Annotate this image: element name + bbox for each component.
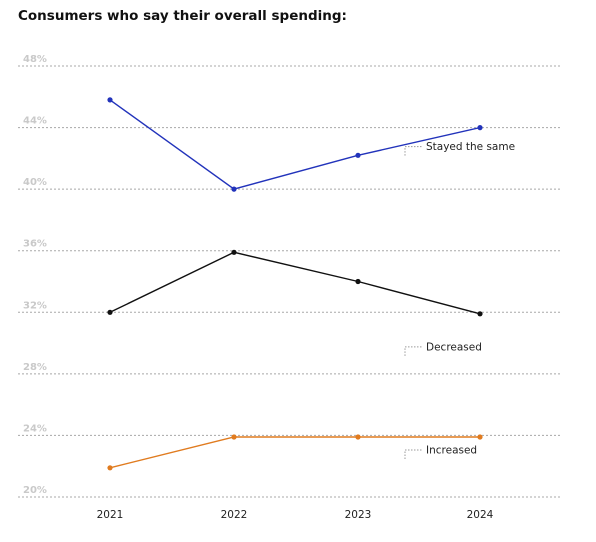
x-tick-label: 2022 [221, 509, 248, 521]
series-line [109, 436, 480, 469]
data-point [477, 434, 483, 440]
data-point [107, 309, 113, 315]
data-point [107, 465, 113, 471]
label-leader-line [404, 449, 422, 459]
data-point [477, 125, 483, 131]
series-label: Increased [426, 444, 477, 456]
y-tick-label: 48% [23, 54, 47, 65]
y-tick-label: 20% [23, 485, 47, 496]
series-label: Decreased [426, 341, 482, 353]
data-point [231, 186, 237, 192]
y-tick-label: 24% [23, 423, 47, 434]
x-axis-ticks: 2021 2022 2023 2024 [97, 509, 494, 521]
gridlines [18, 65, 560, 498]
y-tick-label: 36% [23, 239, 47, 250]
data-point [107, 97, 113, 103]
data-point [355, 152, 361, 158]
y-tick-label: 28% [23, 362, 47, 373]
series-increased [107, 434, 483, 471]
y-tick-label: 40% [23, 177, 47, 188]
data-point [355, 434, 361, 440]
y-tick-label: 32% [23, 300, 47, 311]
series-decreased [107, 249, 483, 317]
series-label-group: Increased [404, 444, 477, 459]
data-point [477, 311, 483, 317]
series-line [109, 251, 481, 315]
label-leader-line [404, 346, 422, 356]
series-stayed-the-same [107, 97, 483, 192]
series-label: Stayed the same [426, 141, 515, 153]
y-tick-label: 44% [23, 116, 47, 127]
data-point [231, 434, 237, 440]
data-point [355, 278, 361, 285]
x-tick-label: 2021 [97, 509, 124, 521]
series-labels: Stayed the same Decreased Increased [404, 141, 515, 459]
label-leader-line [404, 146, 422, 156]
x-tick-label: 2024 [467, 509, 494, 521]
series-label-group: Decreased [404, 341, 482, 356]
chart-title: Consumers who say their overall spending… [18, 8, 347, 24]
series-line [109, 99, 481, 190]
data-point [231, 249, 237, 255]
x-tick-label: 2023 [345, 509, 372, 521]
series-label-group: Stayed the same [404, 141, 515, 156]
series-lines [107, 97, 483, 471]
y-axis-ticks: 20% 24% 28% 32% 36% 40% 44% 48% [23, 54, 47, 496]
